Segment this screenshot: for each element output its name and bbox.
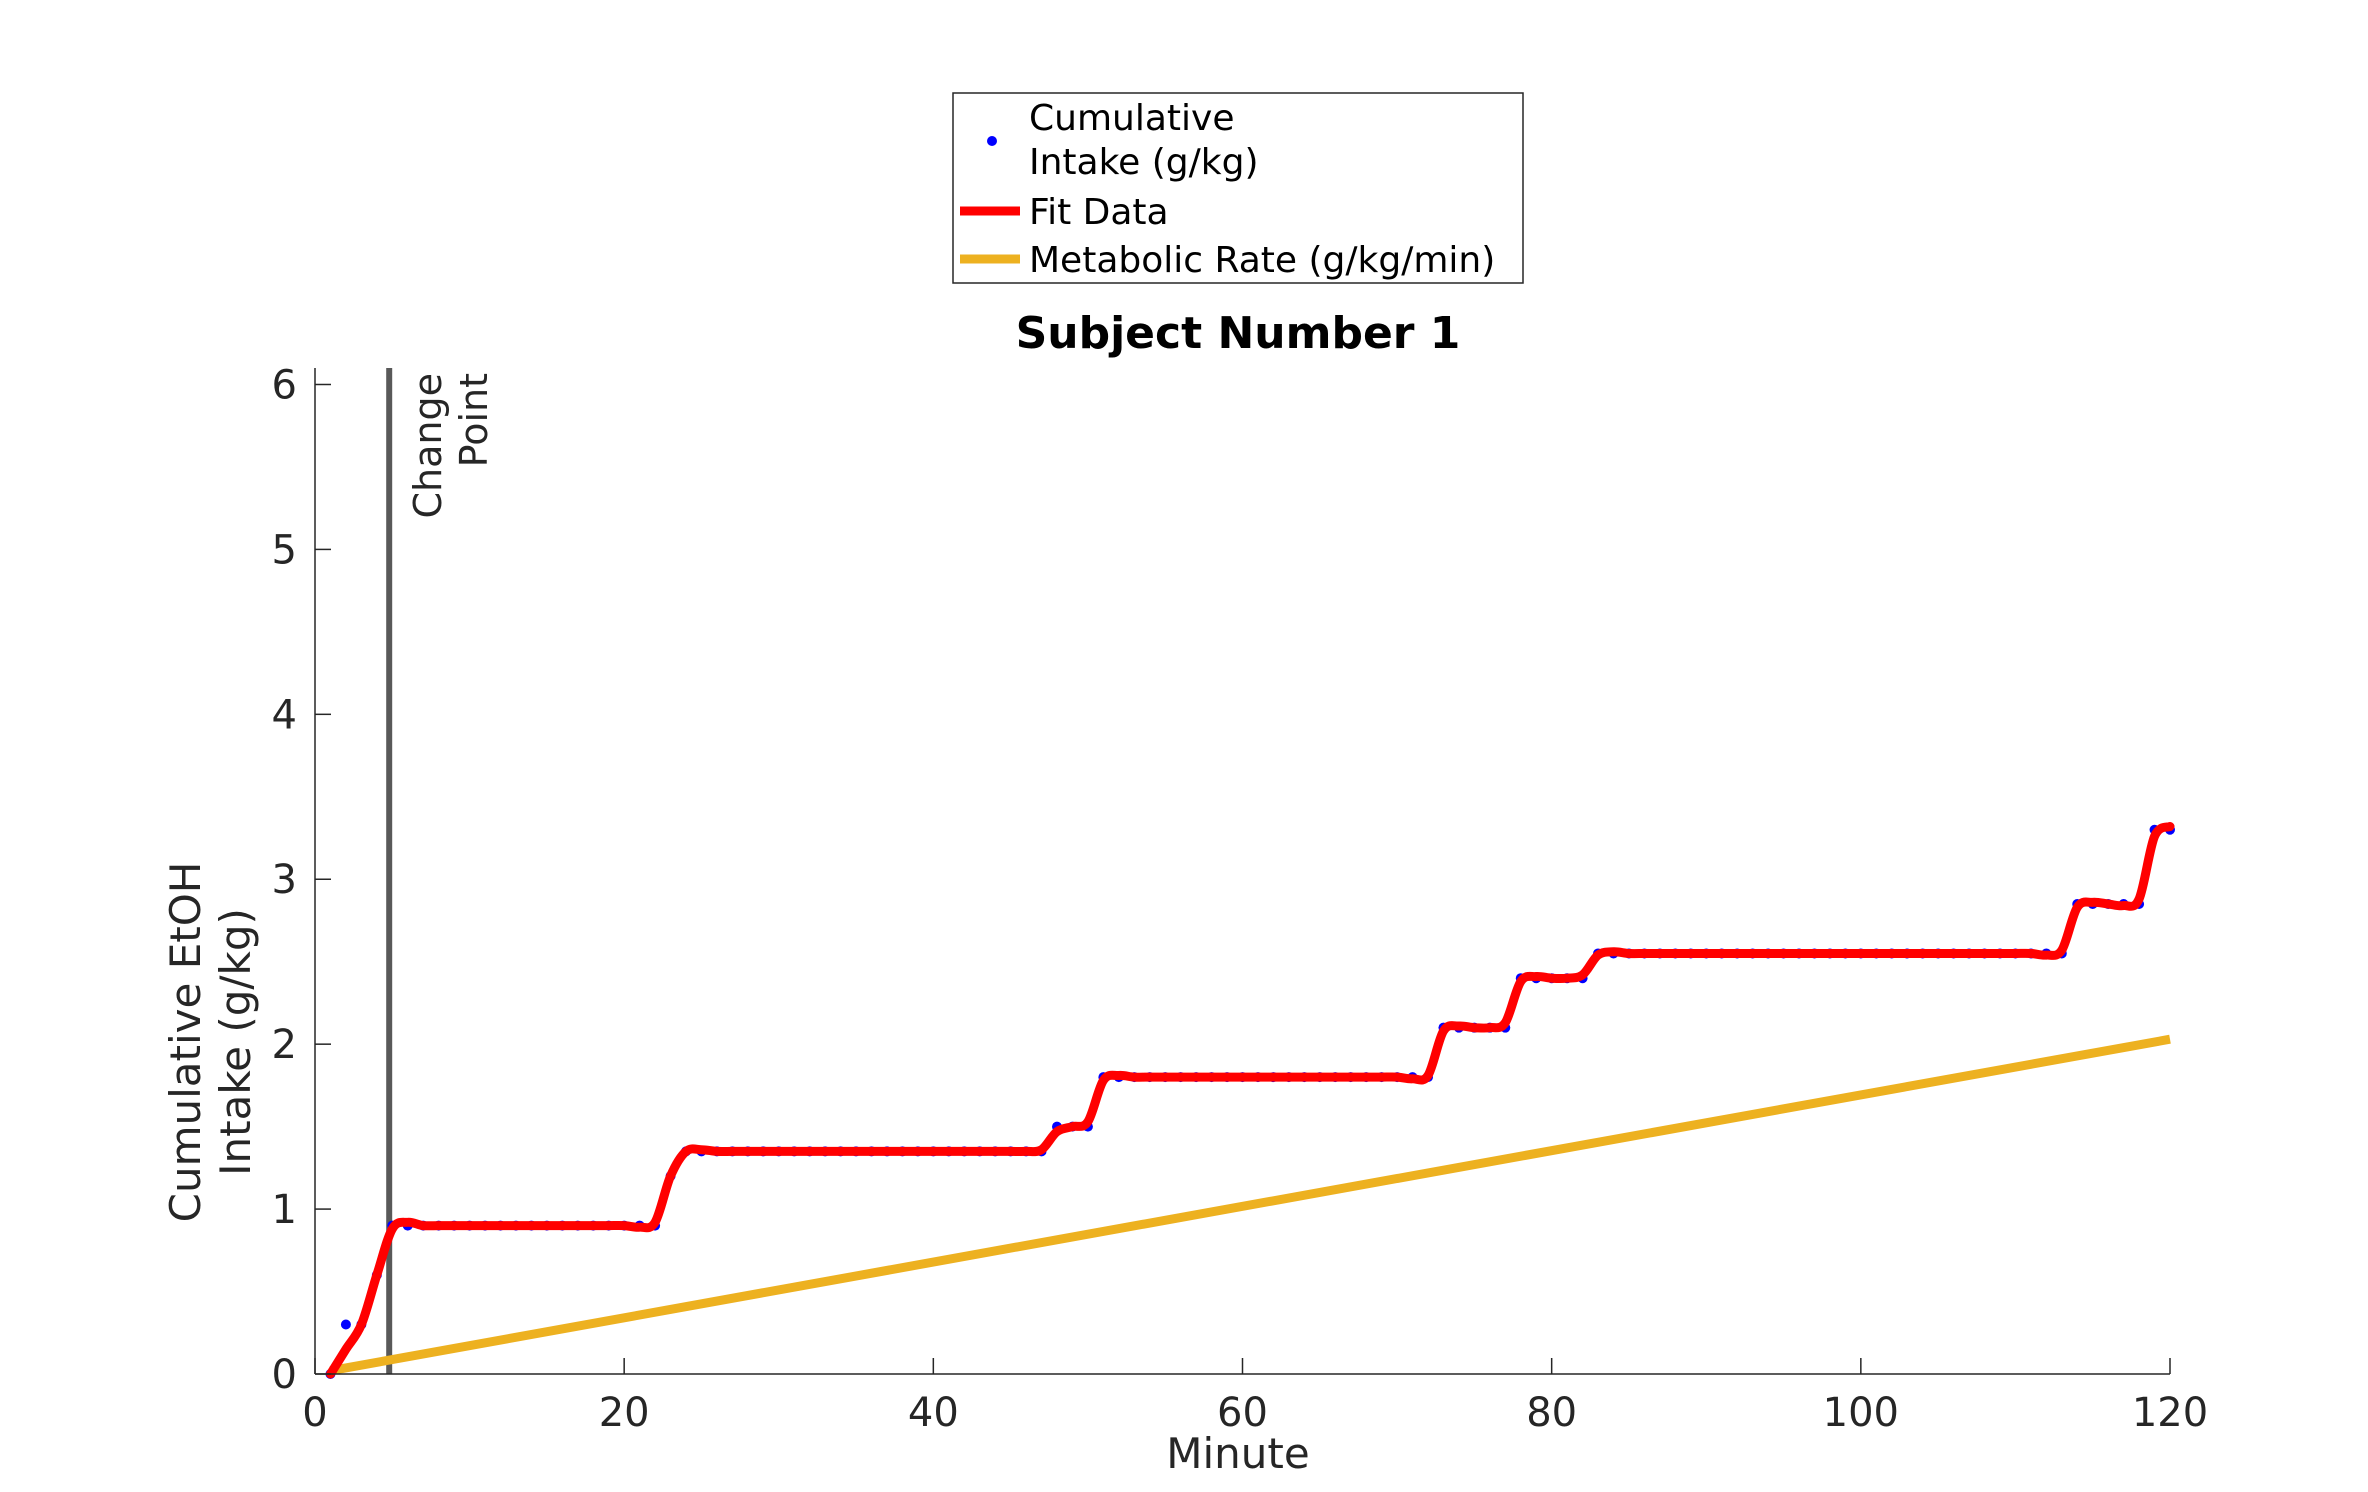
y-tick-label: 3: [272, 857, 297, 903]
legend-label-fit-data: Fit Data: [1029, 192, 1169, 233]
legend-label-cumulative-intake-line-2: Intake (g/kg): [1029, 142, 1259, 183]
change-point-label-line: Point: [452, 373, 496, 467]
x-tick-label: 40: [908, 1390, 959, 1436]
x-axis-label: Minute: [1166, 1429, 1309, 1478]
legend-label-metabolic-rate: Metabolic Rate (g/kg/min): [1029, 240, 1495, 281]
y-tick-label: 4: [272, 692, 297, 738]
y-axis-label-line-2: Intake (g/kg): [211, 908, 260, 1176]
x-tick-label: 20: [599, 1390, 650, 1436]
metabolic-rate-line: [329, 1034, 2171, 1376]
x-tick-label: 60: [1217, 1390, 1268, 1436]
y-tick-label: 0: [272, 1352, 297, 1398]
change-point-label-line: Change: [406, 373, 450, 519]
y-tick-label: 6: [272, 362, 297, 408]
legend: Cumulative Intake (g/kg) Fit Data Metabo…: [952, 92, 1524, 284]
y-axis-label: Cumulative EtOH Intake (g/kg): [161, 862, 260, 1223]
axes: 0 20 40 60 80 100 120 0 1 2 3 4 5 6: [272, 362, 2209, 1436]
plot-area: Change Point: [325, 368, 2175, 1379]
y-tick-label: 1: [272, 1187, 297, 1233]
x-tick-label: 100: [1823, 1390, 1899, 1436]
legend-marker-cumulative-intake: [987, 136, 997, 146]
legend-label-cumulative-intake-line-1: Cumulative: [1029, 98, 1234, 139]
change-point-label: Change Point: [406, 373, 496, 519]
x-tick-label: 0: [302, 1390, 327, 1436]
chart-title: Subject Number 1: [1016, 308, 1461, 359]
y-tick-label: 5: [272, 527, 297, 573]
fit-data-line: [326, 822, 2175, 1379]
legend-box: [952, 92, 1524, 284]
cumulative-intake-point: [340, 1319, 351, 1330]
y-tick-label: 2: [272, 1022, 297, 1068]
x-tick-label: 80: [1526, 1390, 1577, 1436]
x-tick-label: 120: [2132, 1390, 2208, 1436]
y-axis-label-line-1: Cumulative EtOH: [161, 862, 210, 1223]
